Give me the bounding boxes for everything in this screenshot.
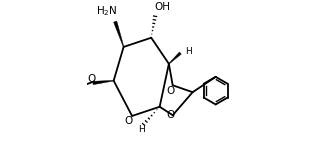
Text: OH: OH xyxy=(154,2,170,12)
Text: O: O xyxy=(166,86,175,96)
Text: H: H xyxy=(185,47,191,56)
Polygon shape xyxy=(169,52,181,64)
Polygon shape xyxy=(93,80,114,85)
Text: O: O xyxy=(125,116,133,126)
Text: O: O xyxy=(166,111,175,120)
Polygon shape xyxy=(113,21,124,47)
Text: H: H xyxy=(138,125,145,134)
Text: H$_2$N: H$_2$N xyxy=(96,4,117,18)
Text: O: O xyxy=(87,74,95,84)
